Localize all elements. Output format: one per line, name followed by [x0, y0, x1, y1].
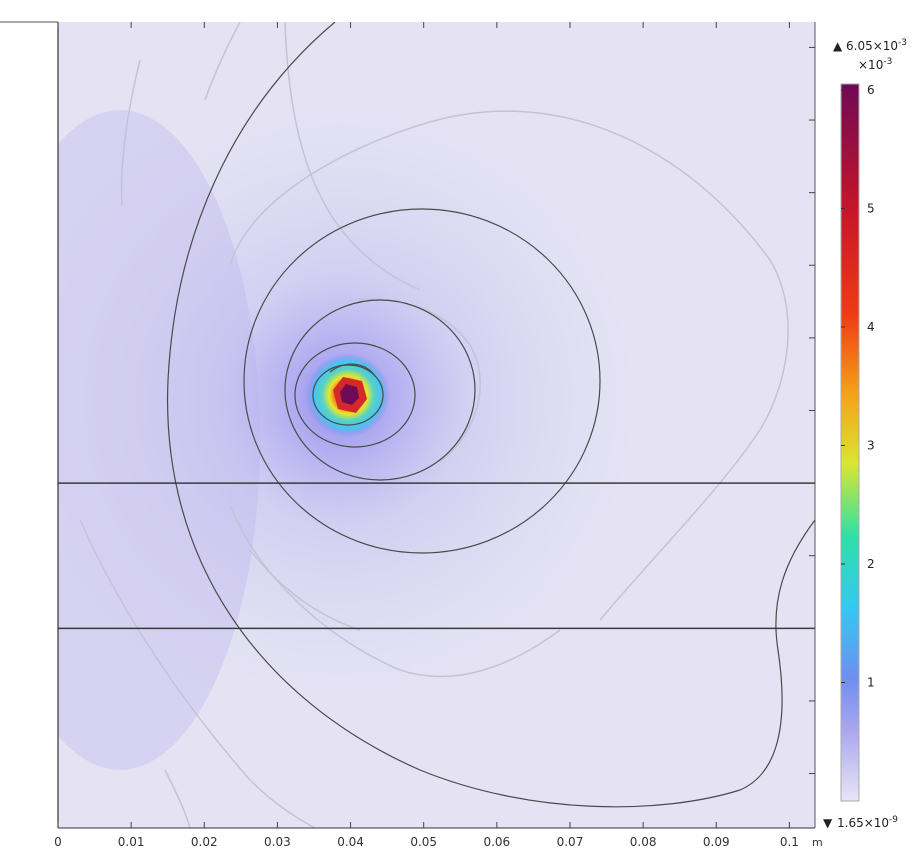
min-value-exponent: -9 [889, 815, 898, 825]
streamline [229, 110, 789, 431]
x-tick-label: 0 [54, 835, 62, 846]
min-value-label: 1.65×10-9 [837, 815, 898, 830]
x-tick-label: 0.07 [557, 835, 584, 846]
contour [243, 208, 601, 554]
contour [284, 299, 476, 481]
streamline [284, 22, 421, 291]
x-tick-label: 0.06 [483, 835, 510, 846]
colorbar-multiplier-base: ×10 [858, 58, 883, 72]
field-peak-center [340, 384, 359, 405]
streamline [249, 549, 361, 631]
x-tick-label: 0.1 [780, 835, 799, 846]
colorbar-ticks: 1 2 3 4 5 6 [841, 83, 875, 689]
contour [329, 363, 376, 377]
max-arrow-icon: ▲ [833, 39, 843, 53]
x-tick-label: 0.09 [703, 835, 730, 846]
x-tick-label: 0.01 [118, 835, 145, 846]
x-tick-label: 0.03 [264, 835, 291, 846]
colorbar-tick-label: 2 [867, 557, 875, 571]
streamline [599, 429, 761, 621]
colorbar-tick-label: 4 [867, 320, 875, 334]
plot-frame [0, 21, 816, 829]
contour-lines [166, 22, 815, 808]
streamline [79, 519, 316, 828]
contour [294, 342, 416, 448]
max-value-exponent: -3 [898, 38, 907, 48]
streamline [164, 769, 191, 828]
contour [312, 364, 384, 426]
colorbar-multiplier: ×10-3 [858, 57, 892, 72]
x-tick-label: 0.04 [337, 835, 364, 846]
x-tick-label: 0.05 [410, 835, 437, 846]
streamline [204, 22, 241, 101]
field-layer [58, 22, 815, 828]
colorbar-multiplier-exponent: -3 [883, 57, 892, 67]
contour-outer [166, 22, 815, 808]
field-left-shade [58, 110, 260, 770]
y-axis [809, 46, 815, 775]
colorbar-tick-label: 1 [867, 675, 875, 689]
max-value-label: 6.05×10-3 [846, 38, 907, 53]
colorbar-tick-label: 6 [867, 83, 875, 97]
streamlines [79, 22, 789, 828]
field-halo [58, 22, 815, 828]
x-tick-label: 0.02 [191, 835, 218, 846]
colorbar-tick-label: 5 [867, 201, 875, 215]
x-axis-unit: m [812, 836, 823, 846]
colorbar-gradient [840, 83, 860, 802]
colorbar-tick-label: 3 [867, 438, 875, 452]
streamline [120, 59, 141, 206]
min-arrow-icon: ▼ [823, 816, 833, 830]
min-value-mantissa: 1.65×10 [837, 816, 889, 830]
streamline [229, 504, 561, 678]
max-value-mantissa: 6.05×10 [846, 39, 898, 53]
x-tick-label: 0.08 [630, 835, 657, 846]
domain-boundaries [58, 482, 815, 630]
